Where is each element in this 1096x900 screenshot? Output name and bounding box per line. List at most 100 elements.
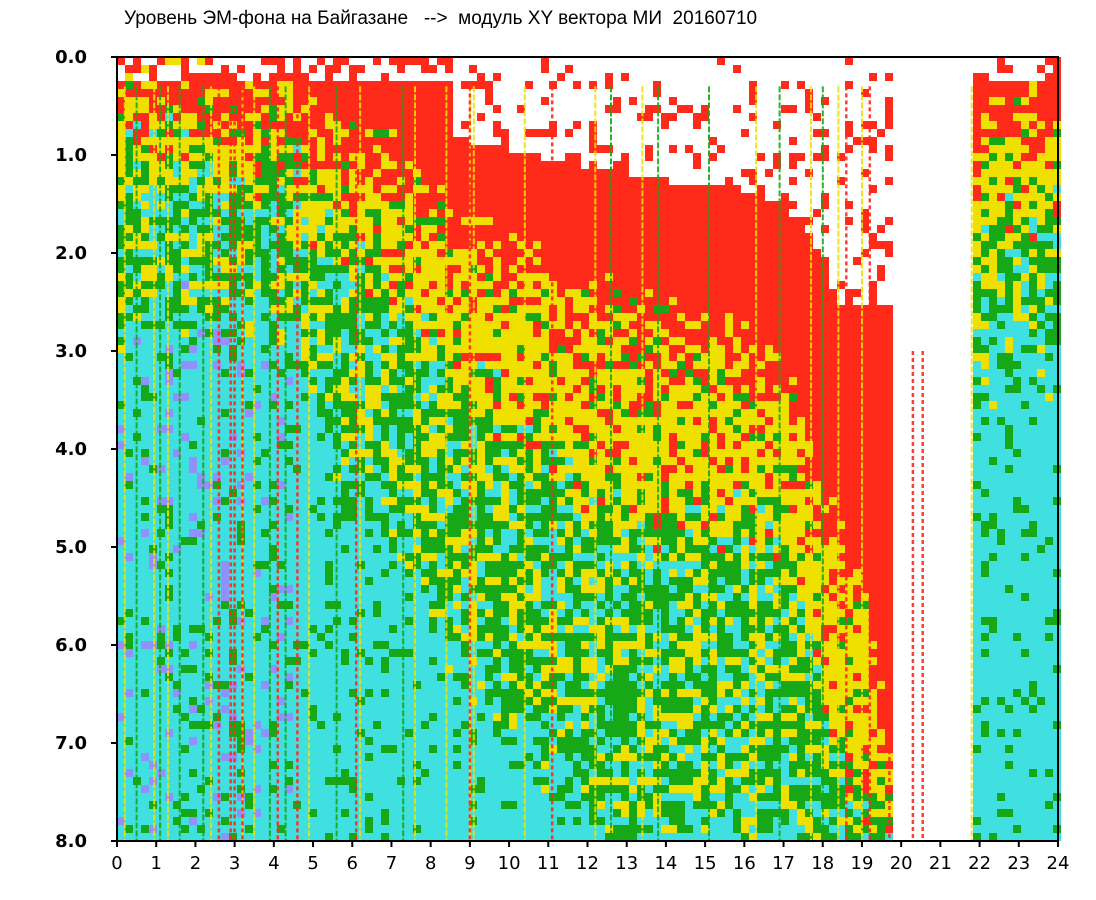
heatmap-cell: [309, 89, 317, 97]
heatmap-cell: [245, 673, 253, 681]
heatmap-cell: [205, 793, 213, 801]
heatmap-cell: [445, 417, 453, 425]
heatmap-cell: [357, 489, 365, 497]
heatmap-cell: [253, 609, 261, 617]
heatmap-cell: [221, 673, 229, 681]
heatmap-cell: [365, 153, 373, 161]
heatmap-cell: [277, 249, 285, 257]
heatmap-cell: [181, 201, 189, 209]
heatmap-cell: [381, 809, 389, 817]
heatmap-cell: [453, 577, 461, 585]
heatmap-cell: [317, 345, 325, 353]
heatmap-cell: [245, 393, 253, 401]
heatmap-cell: [189, 761, 197, 769]
heatmap-cell: [517, 657, 525, 665]
heatmap-cell: [309, 81, 317, 89]
heatmap-cell: [453, 777, 461, 785]
heatmap-cell: [141, 617, 149, 625]
heatmap-cell: [301, 161, 309, 169]
heatmap-cell: [469, 665, 477, 673]
heatmap-cell: [381, 833, 389, 841]
heatmap-cell: [165, 209, 173, 217]
heatmap-cell: [181, 761, 189, 769]
heatmap-cell: [269, 313, 277, 321]
heatmap-cell: [317, 417, 325, 425]
heatmap-cell: [493, 169, 501, 177]
heatmap-cell: [469, 153, 477, 161]
heatmap-cell: [165, 97, 173, 105]
heatmap-cell: [133, 449, 141, 457]
heatmap-cell: [525, 185, 533, 193]
heatmap-cell: [125, 233, 133, 241]
heatmap-cell: [381, 441, 389, 449]
heatmap-cell: [317, 553, 325, 561]
heatmap-cell: [125, 705, 133, 713]
heatmap-cell: [221, 641, 229, 649]
heatmap-cell: [117, 377, 125, 385]
heatmap-cell: [493, 145, 501, 153]
heatmap-cell: [245, 321, 253, 329]
heatmap-cell: [133, 209, 141, 217]
heatmap-cell: [509, 817, 517, 825]
heatmap-cell: [125, 785, 133, 793]
heatmap-cell: [405, 545, 413, 553]
heatmap-cell: [277, 777, 285, 785]
heatmap-cell: [493, 441, 501, 449]
heatmap-cell: [285, 105, 293, 113]
heatmap-cell: [277, 337, 285, 345]
heatmap-cell: [173, 393, 181, 401]
heatmap-cell: [517, 385, 525, 393]
heatmap-cell: [413, 505, 421, 513]
heatmap-cell: [253, 401, 261, 409]
heatmap-cell: [181, 113, 189, 121]
heatmap-cell: [357, 145, 365, 153]
heatmap-cell: [149, 785, 157, 793]
heatmap-cell: [437, 449, 445, 457]
heatmap-cell: [445, 145, 453, 153]
heatmap-cell: [477, 73, 485, 81]
heatmap-cell: [245, 345, 253, 353]
heatmap-cell: [285, 585, 293, 593]
heatmap-cell: [245, 633, 253, 641]
heatmap-cell: [501, 801, 509, 809]
heatmap-cell: [197, 161, 205, 169]
heatmap-cell: [333, 609, 341, 617]
heatmap-cell: [493, 745, 501, 753]
heatmap-cell: [317, 121, 325, 129]
heatmap-cell: [181, 633, 189, 641]
heatmap-cell: [397, 257, 405, 265]
heatmap-cell: [429, 153, 437, 161]
heatmap-cell: [237, 121, 245, 129]
heatmap-cell: [149, 753, 157, 761]
heatmap-cell: [349, 425, 357, 433]
heatmap-cell: [261, 233, 269, 241]
heatmap-cell: [213, 233, 221, 241]
heatmap-cell: [445, 713, 453, 721]
heatmap-cell: [509, 481, 517, 489]
heatmap-cell: [253, 345, 261, 353]
heatmap-cell: [213, 113, 221, 121]
heatmap-cell: [253, 361, 261, 369]
heatmap-cell: [301, 545, 309, 553]
heatmap-cell: [517, 369, 525, 377]
heatmap-cell: [349, 625, 357, 633]
heatmap-cell: [485, 697, 493, 705]
heatmap-cell: [453, 769, 461, 777]
heatmap-cell: [325, 585, 333, 593]
heatmap-cell: [221, 633, 229, 641]
heatmap-cell: [381, 505, 389, 513]
heatmap-cell: [125, 593, 133, 601]
heatmap-cell: [229, 729, 237, 737]
heatmap-cell: [509, 289, 517, 297]
heatmap-cell: [333, 409, 341, 417]
heatmap-cell: [117, 665, 125, 673]
heatmap-cell: [357, 449, 365, 457]
heatmap-cell: [181, 425, 189, 433]
heatmap-cell: [181, 697, 189, 705]
heatmap-cell: [493, 593, 501, 601]
heatmap-cell: [381, 217, 389, 225]
heatmap-cell: [421, 761, 429, 769]
heatmap-cell: [397, 529, 405, 537]
heatmap-cell: [117, 649, 125, 657]
heatmap-cell: [333, 169, 341, 177]
